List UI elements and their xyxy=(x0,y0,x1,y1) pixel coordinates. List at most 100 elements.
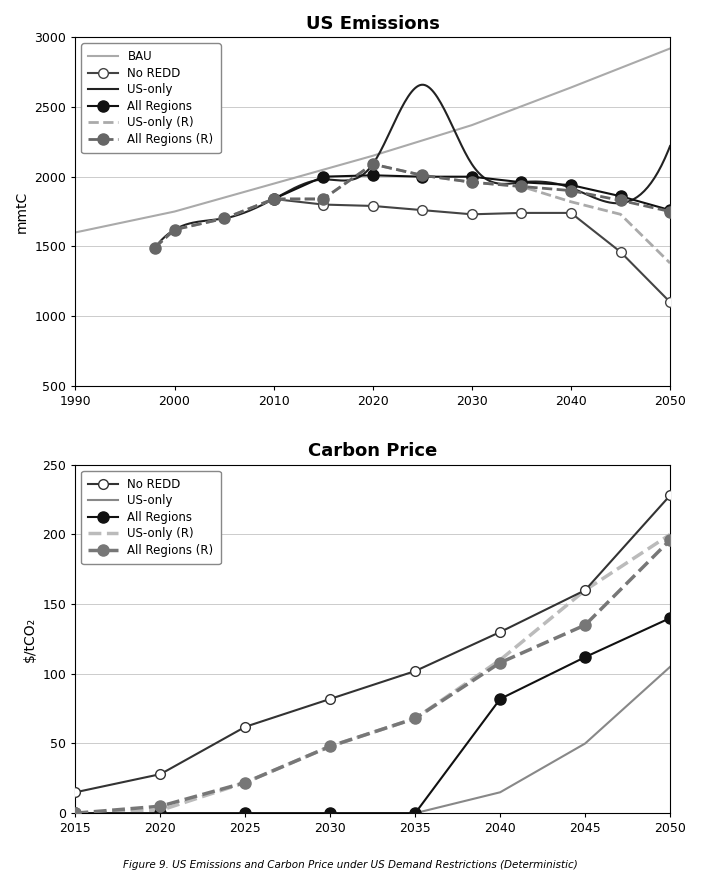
US-only xyxy=(587,191,595,201)
All Regions (R) xyxy=(241,777,250,787)
US-only xyxy=(666,662,674,672)
US-only (R) xyxy=(418,170,426,181)
US-only xyxy=(326,808,334,819)
All Regions xyxy=(666,205,674,215)
US-only (R) xyxy=(468,177,476,187)
Line: US-only: US-only xyxy=(76,667,670,814)
All Regions xyxy=(241,808,250,819)
Line: All Regions: All Regions xyxy=(268,170,676,215)
Line: US-only (R): US-only (R) xyxy=(155,164,670,263)
All Regions xyxy=(517,177,526,187)
No REDD xyxy=(241,721,250,732)
All Regions (R) xyxy=(581,620,590,630)
US-only xyxy=(418,79,426,90)
No REDD xyxy=(468,209,476,220)
US-only (R) xyxy=(151,242,159,253)
No REDD xyxy=(269,194,278,204)
All Regions (R) xyxy=(72,808,80,819)
All Regions xyxy=(269,194,278,204)
US-only (R) xyxy=(220,214,229,224)
All Regions xyxy=(581,652,590,663)
All Regions xyxy=(326,808,334,819)
No REDD xyxy=(566,208,575,218)
US-only (R) xyxy=(326,741,334,752)
US-only xyxy=(152,241,161,251)
US-only (R) xyxy=(666,258,674,269)
US-only xyxy=(468,159,476,169)
US-only xyxy=(241,808,250,819)
All Regions xyxy=(319,172,327,182)
No REDD xyxy=(666,490,674,501)
All Regions (R) xyxy=(319,194,327,204)
US-only xyxy=(411,808,419,819)
US-only (R) xyxy=(581,585,590,596)
All Regions (R) xyxy=(496,657,505,668)
US-only (R) xyxy=(566,196,575,207)
US-only xyxy=(72,808,80,819)
US-only xyxy=(459,144,468,154)
All Regions (R) xyxy=(151,242,159,253)
All Regions (R) xyxy=(170,224,179,235)
BAU xyxy=(72,228,80,238)
Line: All Regions: All Regions xyxy=(70,612,676,819)
All Regions (R) xyxy=(468,177,476,187)
All Regions (R) xyxy=(269,194,278,204)
BAU xyxy=(170,207,179,217)
Legend: No REDD, US-only, All Regions, US-only (R), All Regions (R): No REDD, US-only, All Regions, US-only (… xyxy=(81,471,221,564)
No REDD xyxy=(369,201,377,211)
No REDD xyxy=(319,200,327,210)
Legend: BAU, No REDD, US-only, All Regions, US-only (R), All Regions (R): BAU, No REDD, US-only, All Regions, US-o… xyxy=(81,44,221,153)
US-only xyxy=(619,198,627,208)
US-only (R) xyxy=(170,224,179,235)
US-only xyxy=(156,808,165,819)
BAU xyxy=(269,179,278,189)
All Regions xyxy=(616,191,625,201)
Line: BAU: BAU xyxy=(76,49,670,233)
No REDD xyxy=(72,787,80,798)
No REDD xyxy=(411,666,419,677)
US-only (R) xyxy=(156,805,165,815)
Line: All Regions (R): All Regions (R) xyxy=(149,159,676,253)
US-only (R) xyxy=(496,655,505,665)
Title: US Emissions: US Emissions xyxy=(306,15,440,33)
All Regions (R) xyxy=(411,713,419,724)
All Regions (R) xyxy=(369,159,377,169)
BAU xyxy=(566,82,575,92)
US-only xyxy=(457,140,465,151)
US-only (R) xyxy=(369,159,377,169)
All Regions (R) xyxy=(517,181,526,192)
US-only (R) xyxy=(411,713,419,724)
US-only xyxy=(151,242,159,253)
All Regions xyxy=(468,172,476,182)
No REDD xyxy=(326,693,334,704)
US-only xyxy=(496,787,505,798)
Text: Figure 9. US Emissions and Carbon Price under US Demand Restrictions (Determinis: Figure 9. US Emissions and Carbon Price … xyxy=(123,860,578,869)
No REDD xyxy=(517,208,526,218)
All Regions xyxy=(369,170,377,181)
Line: US-only (R): US-only (R) xyxy=(76,535,670,814)
All Regions (R) xyxy=(156,801,165,812)
All Regions xyxy=(411,808,419,819)
US-only (R) xyxy=(72,808,80,819)
US-only xyxy=(581,739,590,749)
All Regions xyxy=(666,613,674,623)
No REDD xyxy=(616,247,625,257)
All Regions (R) xyxy=(220,214,229,224)
US-only (R) xyxy=(616,209,625,220)
Line: All Regions (R): All Regions (R) xyxy=(70,535,676,819)
All Regions xyxy=(418,172,426,182)
Y-axis label: $/tCO₂: $/tCO₂ xyxy=(23,617,37,662)
Line: No REDD: No REDD xyxy=(268,194,675,307)
All Regions (R) xyxy=(666,535,674,545)
All Regions (R) xyxy=(418,170,426,181)
BAU xyxy=(369,151,377,161)
No REDD xyxy=(581,585,590,596)
US-only (R) xyxy=(241,777,250,787)
US-only (R) xyxy=(666,529,674,540)
Line: No REDD: No REDD xyxy=(71,491,675,797)
BAU xyxy=(468,119,476,130)
All Regions xyxy=(566,180,575,190)
No REDD xyxy=(666,296,674,307)
US-only (R) xyxy=(269,194,278,204)
All Regions xyxy=(72,808,80,819)
